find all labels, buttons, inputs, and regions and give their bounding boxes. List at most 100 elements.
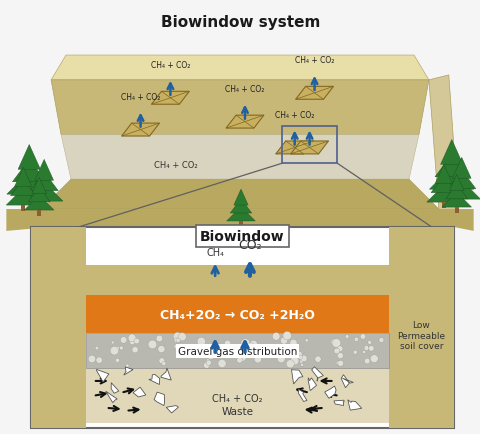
Polygon shape (230, 199, 251, 214)
Polygon shape (11, 179, 36, 196)
Bar (86, 265, 388, 296)
Polygon shape (434, 165, 451, 184)
Circle shape (174, 344, 179, 349)
Circle shape (125, 364, 129, 368)
Circle shape (158, 358, 164, 364)
Polygon shape (106, 391, 117, 403)
Polygon shape (154, 392, 164, 406)
Text: Low
Permeable
soil cover: Low Permeable soil cover (396, 321, 444, 350)
Polygon shape (121, 124, 159, 137)
Bar (86, 296, 388, 333)
Polygon shape (166, 406, 178, 413)
Polygon shape (290, 141, 328, 155)
Text: CH₄ + CO₂: CH₄ + CO₂ (225, 85, 264, 94)
Circle shape (206, 359, 209, 362)
Polygon shape (308, 378, 316, 391)
Bar (388, 227, 453, 427)
Circle shape (197, 338, 205, 346)
Circle shape (337, 361, 343, 366)
Circle shape (119, 346, 123, 350)
Circle shape (295, 351, 301, 358)
Polygon shape (434, 155, 468, 178)
Polygon shape (448, 175, 463, 191)
Circle shape (204, 351, 211, 358)
Polygon shape (429, 168, 473, 190)
Text: CO₂: CO₂ (238, 238, 261, 251)
Circle shape (291, 345, 295, 348)
Polygon shape (148, 375, 159, 385)
Circle shape (111, 341, 114, 344)
Text: CH₄+2O₂ → CO₂ +2H₂O: CH₄+2O₂ → CO₂ +2H₂O (160, 308, 314, 321)
Polygon shape (6, 189, 40, 206)
Polygon shape (440, 140, 462, 165)
Bar (459, 200, 463, 206)
Circle shape (345, 335, 348, 339)
Circle shape (258, 350, 265, 357)
Circle shape (363, 346, 368, 351)
Bar (86, 368, 388, 423)
Text: Waste: Waste (221, 406, 253, 416)
Bar (37, 210, 41, 217)
Circle shape (174, 338, 179, 343)
Text: CH₄ + CO₂: CH₄ + CO₂ (212, 393, 262, 403)
Text: CH₄ + CO₂: CH₄ + CO₂ (153, 161, 197, 169)
Circle shape (299, 360, 302, 363)
Circle shape (300, 355, 306, 362)
Circle shape (176, 338, 180, 343)
Circle shape (360, 334, 365, 339)
Circle shape (378, 338, 383, 343)
Circle shape (173, 332, 182, 341)
Polygon shape (160, 368, 171, 380)
Text: CH₄ + CO₂: CH₄ + CO₂ (150, 61, 190, 70)
Circle shape (110, 347, 119, 355)
Circle shape (88, 355, 96, 363)
Polygon shape (333, 400, 343, 406)
Bar (27, 195, 31, 201)
Circle shape (120, 337, 127, 343)
Circle shape (304, 339, 308, 342)
Polygon shape (298, 389, 306, 401)
Circle shape (331, 339, 340, 348)
Polygon shape (347, 400, 361, 410)
Bar (21, 206, 25, 211)
Circle shape (367, 341, 371, 345)
Circle shape (368, 346, 373, 351)
Circle shape (370, 355, 377, 363)
Circle shape (268, 355, 271, 359)
Circle shape (132, 347, 138, 353)
Polygon shape (61, 135, 418, 180)
Bar (281, 126, 337, 164)
Polygon shape (12, 160, 46, 182)
Circle shape (352, 350, 357, 355)
Bar (239, 221, 242, 227)
Polygon shape (426, 186, 460, 203)
Circle shape (261, 347, 266, 352)
Circle shape (224, 340, 230, 347)
Polygon shape (123, 367, 133, 375)
Circle shape (236, 357, 242, 363)
Polygon shape (18, 145, 40, 170)
Polygon shape (275, 141, 313, 155)
Polygon shape (111, 383, 119, 393)
Bar (441, 203, 445, 209)
Polygon shape (442, 181, 480, 200)
Bar (454, 207, 458, 214)
Circle shape (246, 343, 254, 350)
Circle shape (95, 347, 98, 350)
Polygon shape (342, 378, 353, 383)
Circle shape (333, 348, 339, 354)
Circle shape (240, 339, 249, 348)
Polygon shape (430, 176, 456, 193)
Circle shape (277, 355, 285, 363)
Polygon shape (291, 370, 302, 384)
Polygon shape (51, 81, 428, 135)
Polygon shape (32, 178, 47, 194)
Circle shape (272, 333, 279, 340)
Circle shape (116, 346, 120, 350)
Circle shape (362, 351, 365, 354)
Circle shape (300, 363, 303, 366)
Circle shape (129, 339, 135, 345)
Circle shape (96, 357, 102, 363)
Circle shape (238, 354, 246, 362)
Circle shape (314, 356, 321, 362)
